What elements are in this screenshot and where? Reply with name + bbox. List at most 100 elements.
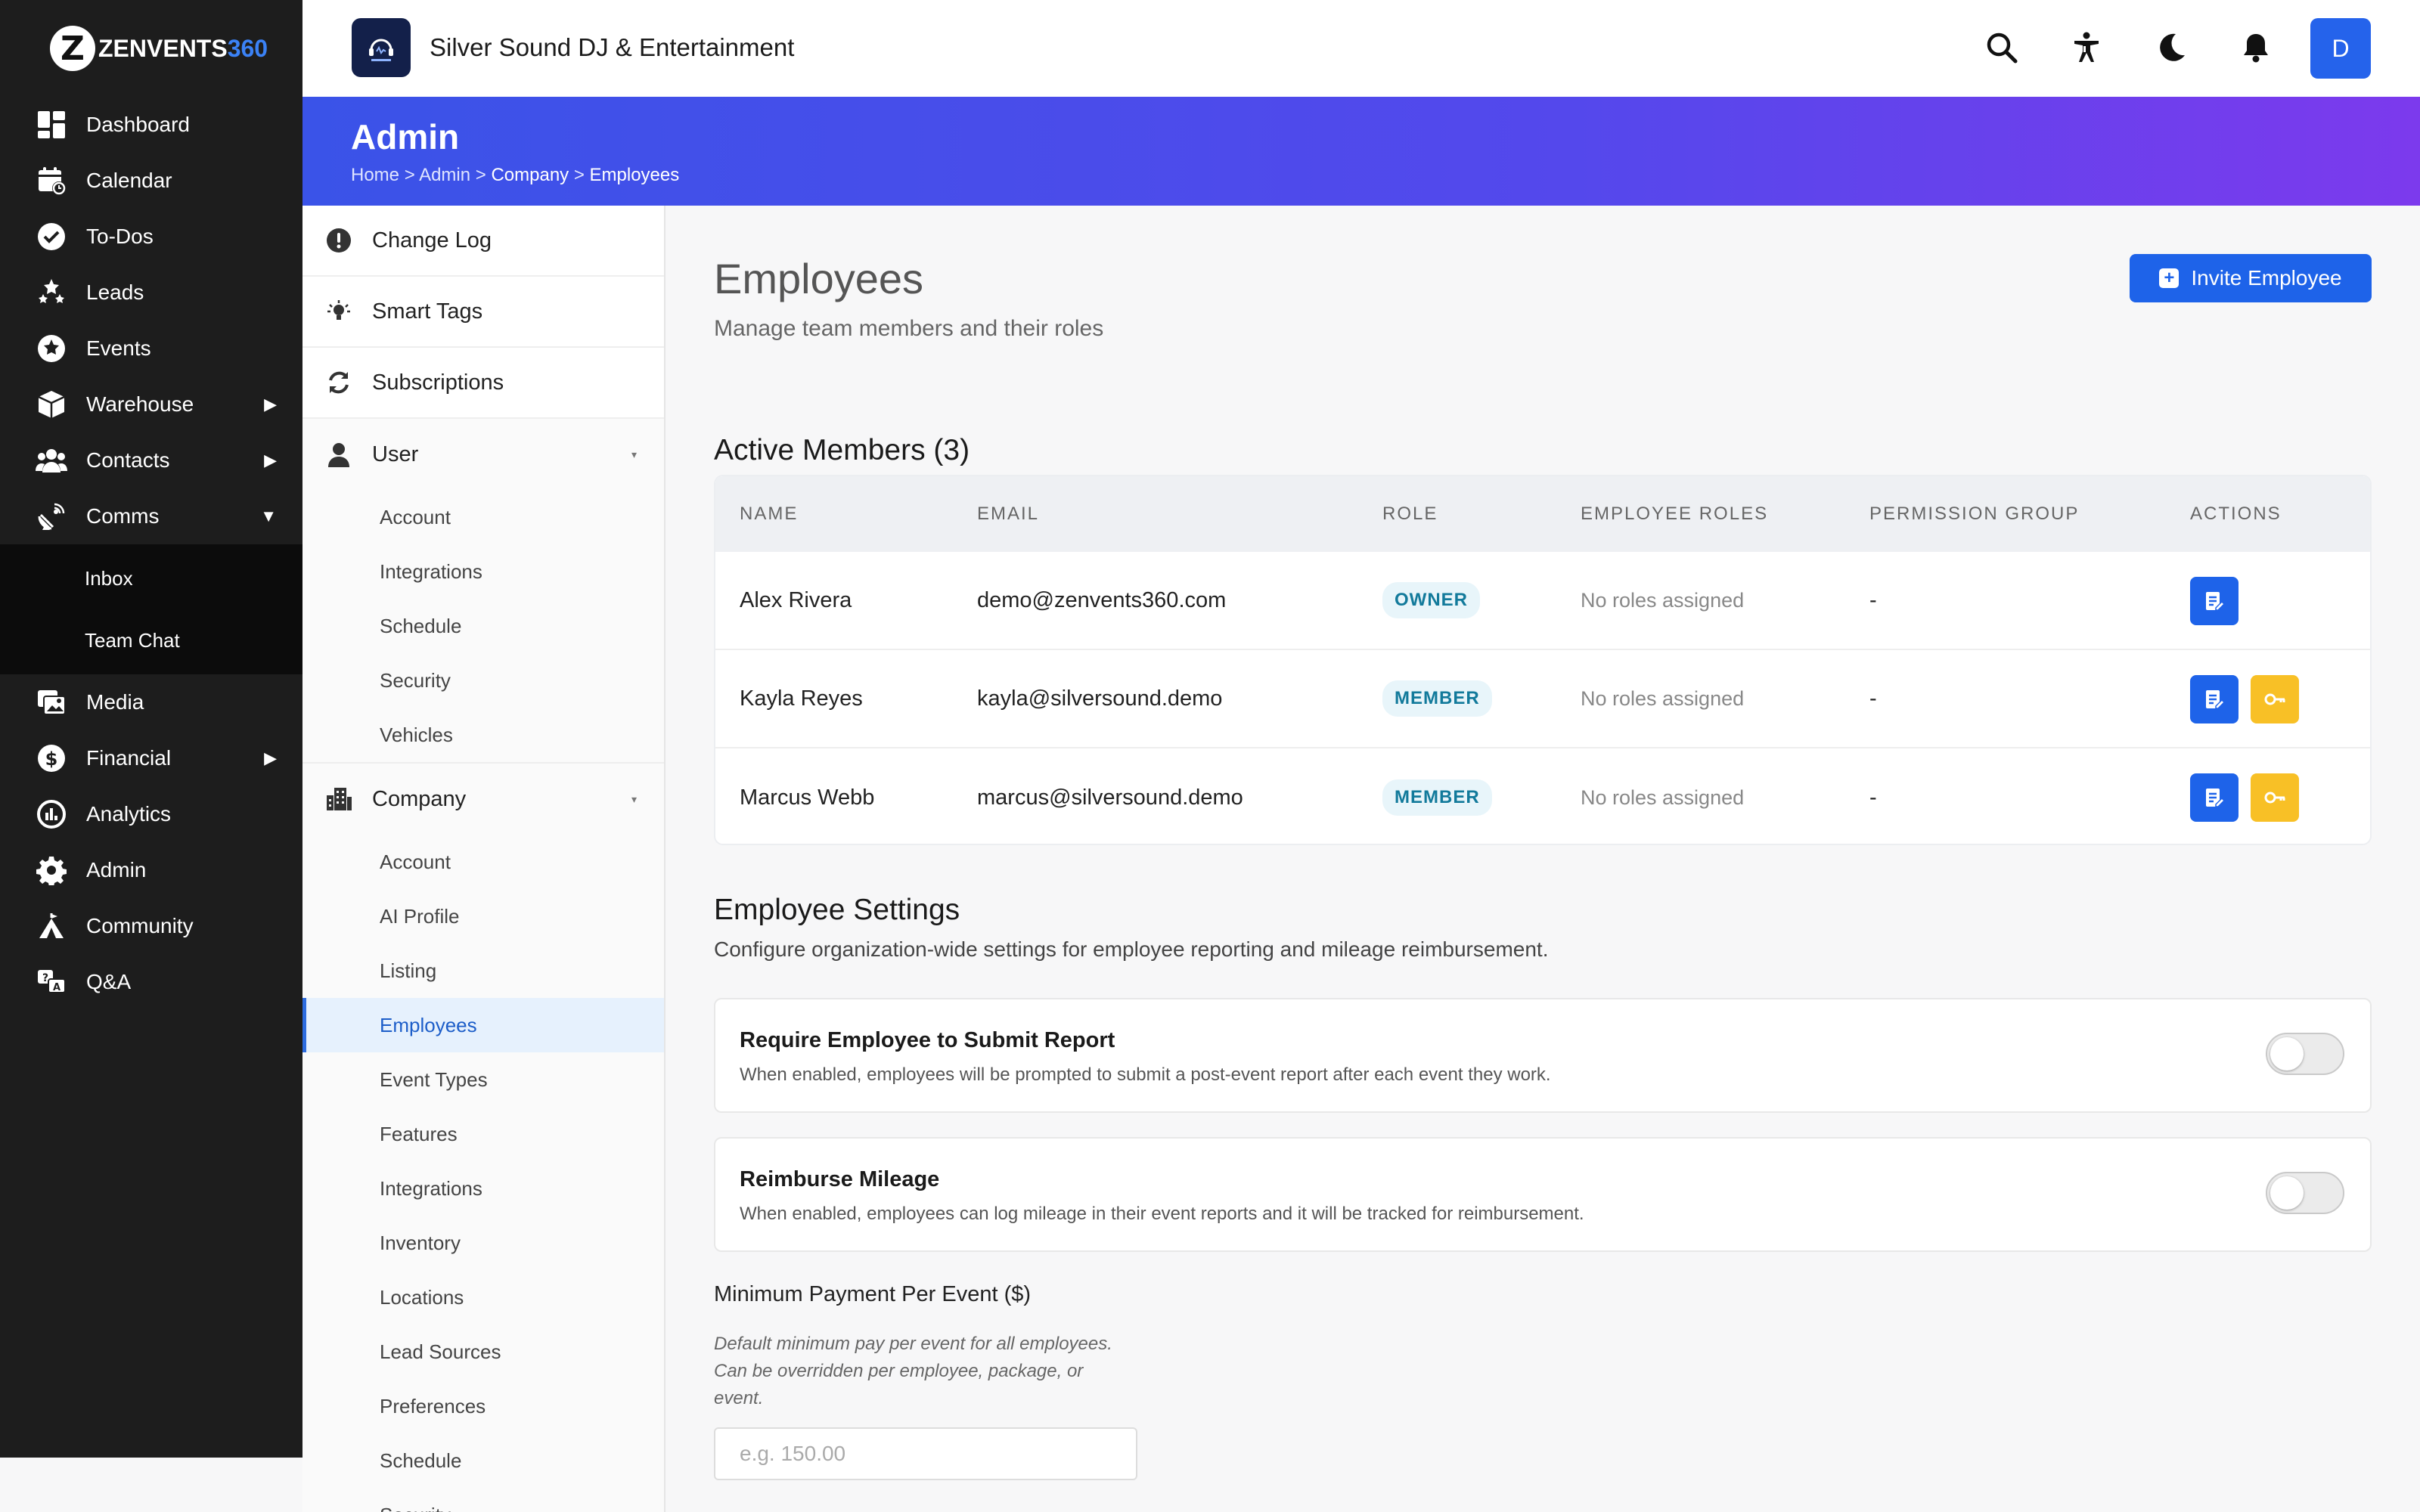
- tent-icon: [35, 909, 68, 943]
- side-label: Subscriptions: [372, 370, 504, 395]
- search-icon[interactable]: [1980, 26, 2024, 70]
- nav-label: Contacts: [86, 448, 170, 472]
- nav-item-qa[interactable]: ? A Q&A: [0, 954, 302, 1010]
- edit-member-button[interactable]: [2190, 675, 2238, 723]
- svg-text:$: $: [45, 748, 58, 770]
- nav-item-community[interactable]: Community: [0, 898, 302, 954]
- breadcrumb-admin[interactable]: Admin: [419, 165, 471, 185]
- table-row: Alex Rivera demo@zenvents360.com OWNER N…: [715, 552, 2370, 650]
- members-table: NAME EMAIL ROLE EMPLOYEE ROLES PERMISSIO…: [714, 475, 2372, 845]
- app-logo[interactable]: Z ZENVENTS360: [50, 26, 268, 71]
- transfer-ownership-button[interactable]: [2251, 773, 2299, 822]
- gear-icon: [35, 854, 68, 887]
- dollar-icon: $: [35, 742, 68, 775]
- side-sub-locations[interactable]: Locations: [380, 1285, 464, 1309]
- nav-item-team-chat[interactable]: Team Chat: [85, 628, 180, 652]
- side-item-user[interactable]: User ▾: [302, 419, 664, 490]
- dark-mode-icon[interactable]: [2149, 26, 2193, 70]
- side-sub-event-types[interactable]: Event Types: [380, 1067, 488, 1091]
- side-sub-company-integrations[interactable]: Integrations: [380, 1176, 482, 1200]
- side-item-company[interactable]: Company ▾: [302, 764, 664, 835]
- side-sub-company-security[interactable]: Security: [302, 1488, 664, 1512]
- side-sub-features[interactable]: Features: [380, 1122, 458, 1145]
- member-email: demo@zenvents360.com: [977, 587, 1227, 612]
- box-icon: [35, 388, 68, 421]
- side-item-smart-tags[interactable]: Smart Tags: [302, 277, 664, 348]
- member-name: Kayla Reyes: [740, 686, 863, 711]
- nav-item-todos[interactable]: To-Dos: [0, 209, 302, 265]
- nav-item-warehouse[interactable]: Warehouse ▶: [0, 376, 302, 432]
- side-sub-user-account[interactable]: Account: [380, 505, 451, 528]
- stars-icon: [35, 276, 68, 309]
- nav-label: Leads: [86, 280, 144, 304]
- accessibility-icon[interactable]: [2065, 26, 2108, 70]
- side-item-subscriptions[interactable]: Subscriptions: [302, 348, 664, 419]
- side-group-company: Company ▾ Account AI Profile Listing Emp…: [302, 762, 664, 1512]
- employee-settings-heading: Employee Settings: [714, 894, 960, 926]
- col-actions: ACTIONS: [2190, 503, 2282, 524]
- side-sub-ai-profile[interactable]: AI Profile: [380, 904, 460, 928]
- business-name[interactable]: Silver Sound DJ & Entertainment: [430, 33, 795, 61]
- edit-icon: [2206, 592, 2225, 611]
- active-members-heading: Active Members (3): [714, 434, 970, 466]
- nav-label: Admin: [86, 858, 147, 881]
- nav-item-calendar[interactable]: Calendar: [0, 153, 302, 209]
- side-sub-company-account[interactable]: Account: [380, 850, 451, 873]
- side-sub-user-schedule[interactable]: Schedule: [380, 614, 462, 637]
- side-sub-user-vehicles[interactable]: Vehicles: [380, 723, 453, 746]
- breadcrumb-separator: >: [470, 165, 492, 185]
- nav-item-media[interactable]: Media: [0, 674, 302, 730]
- side-sub-user-security[interactable]: Security: [380, 668, 451, 692]
- side-sub-listing[interactable]: Listing: [380, 959, 437, 982]
- role-badge: OWNER: [1382, 582, 1480, 618]
- bell-icon[interactable]: [2234, 26, 2278, 70]
- breadcrumb-home[interactable]: Home: [351, 165, 400, 185]
- reimburse-mileage-toggle[interactable]: [2266, 1172, 2344, 1214]
- key-icon: [2264, 792, 2285, 804]
- lightbulb-icon: [324, 296, 354, 327]
- nav-item-contacts[interactable]: Contacts ▶: [0, 432, 302, 488]
- user-avatar[interactable]: D: [2310, 18, 2371, 79]
- breadcrumb-company[interactable]: Company: [491, 165, 569, 185]
- invite-employee-button[interactable]: + Invite Employee: [2130, 254, 2372, 302]
- side-item-change-log[interactable]: Change Log: [302, 206, 664, 277]
- business-logo-icon[interactable]: [352, 18, 411, 77]
- expand-arrow-icon: ▶: [264, 748, 277, 767]
- nav-label: Financial: [86, 746, 172, 770]
- svg-text:?: ?: [42, 972, 48, 984]
- edit-member-button[interactable]: [2190, 577, 2238, 625]
- permission-group: -: [1869, 785, 1877, 810]
- nav-label: Warehouse: [86, 392, 194, 416]
- building-icon: [324, 784, 354, 814]
- side-sub-lead-sources[interactable]: Lead Sources: [380, 1340, 501, 1363]
- nav-item-analytics[interactable]: Analytics: [0, 786, 302, 842]
- nav-item-admin[interactable]: Admin: [0, 842, 302, 898]
- role-badge: MEMBER: [1382, 779, 1492, 816]
- qa-icon: ? A: [35, 965, 68, 999]
- key-icon: [2264, 693, 2285, 705]
- alert-circle-icon: [324, 225, 354, 256]
- edit-member-button[interactable]: [2190, 773, 2238, 822]
- logo-mark: Z: [50, 26, 95, 71]
- side-sub-company-schedule[interactable]: Schedule: [380, 1448, 462, 1472]
- nav-item-leads[interactable]: Leads: [0, 265, 302, 321]
- users-icon: [35, 444, 68, 477]
- permission-group: -: [1869, 587, 1877, 612]
- nav-item-dashboard[interactable]: Dashboard: [0, 97, 302, 153]
- nav-item-financial[interactable]: $ Financial ▶: [0, 730, 302, 786]
- min-payment-help: Default minimum pay per event for all em…: [714, 1334, 1112, 1408]
- employee-roles: No roles assigned: [1581, 588, 1745, 612]
- nav-item-comms[interactable]: Comms ▼: [0, 488, 302, 544]
- nav-item-inbox[interactable]: Inbox: [85, 566, 133, 590]
- employee-roles: No roles assigned: [1581, 686, 1745, 710]
- side-sub-user-integrations[interactable]: Integrations: [380, 559, 482, 583]
- side-sub-preferences[interactable]: Preferences: [380, 1394, 486, 1418]
- min-payment-label: Minimum Payment Per Event ($): [714, 1282, 1032, 1306]
- transfer-ownership-button[interactable]: [2251, 675, 2299, 723]
- nav-label: Events: [86, 336, 151, 360]
- require-report-toggle[interactable]: [2266, 1033, 2344, 1075]
- nav-item-events[interactable]: Events: [0, 321, 302, 376]
- side-sub-inventory[interactable]: Inventory: [380, 1231, 461, 1254]
- min-payment-input[interactable]: [714, 1427, 1137, 1480]
- side-sub-employees[interactable]: Employees: [302, 998, 664, 1052]
